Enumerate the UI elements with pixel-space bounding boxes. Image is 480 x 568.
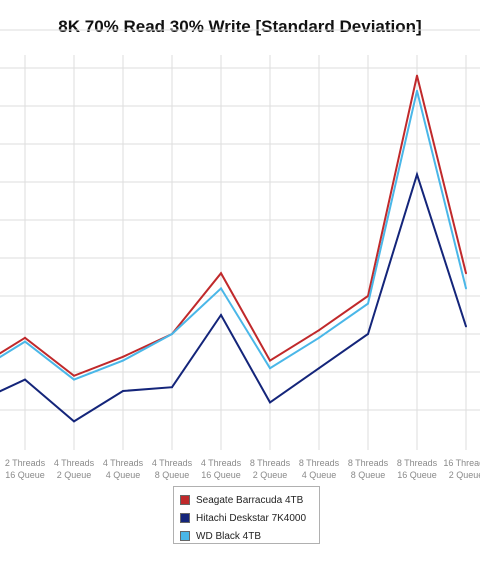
legend-swatch — [180, 513, 190, 523]
x-tick-label: 8 Threads 8 Queue — [348, 458, 389, 480]
chart-series — [0, 74, 467, 423]
data-point — [416, 89, 418, 92]
data-point — [465, 272, 467, 275]
legend-swatch — [180, 531, 190, 541]
legend-label: WD Black 4TB — [196, 530, 262, 542]
data-point — [318, 336, 320, 339]
legend-item: Hitachi Deskstar 7K4000 — [180, 509, 319, 527]
chart-grid — [0, 29, 480, 450]
x-tick-label: 4 Threads 8 Queue — [152, 458, 193, 480]
x-tick-label: 8 Threads 4 Queue — [299, 458, 340, 480]
legend-item: Seagate Barracuda 4TB — [180, 491, 319, 509]
data-point — [269, 359, 271, 362]
data-point — [269, 401, 271, 404]
data-point — [367, 302, 369, 305]
x-tick-label: 8 Threads 2 Queue — [250, 458, 291, 480]
data-point — [220, 314, 222, 316]
x-tick-label: 4 Threads 2 Queue — [54, 458, 95, 480]
x-tick-label: 2 Threads 16 Queue — [5, 458, 46, 480]
data-point — [465, 325, 467, 328]
data-point — [73, 374, 75, 377]
legend-item: WD Black 4TB — [180, 527, 319, 545]
legend-label: Hitachi Deskstar 7K4000 — [196, 512, 307, 524]
chart-legend: Seagate Barracuda 4TB Hitachi Deskstar 7K… — [173, 486, 320, 544]
series-line-2 — [0, 171, 467, 423]
data-point — [220, 272, 222, 275]
data-point — [73, 378, 75, 381]
data-point — [24, 336, 26, 339]
data-point — [367, 295, 369, 297]
x-tick-label: 4 Threads 16 Queue — [201, 458, 242, 480]
x-tick-label: 8 Threads 16 Queue — [397, 458, 438, 480]
data-point — [465, 287, 467, 290]
data-point — [367, 333, 369, 335]
data-point — [318, 329, 320, 332]
series-line-1 — [0, 75, 467, 377]
data-point — [269, 367, 271, 370]
chart-title: 8K 70% Read 30% Write [Standard Deviatio… — [58, 17, 422, 36]
data-point — [318, 367, 320, 370]
x-tick-label: 4 Threads 4 Queue — [103, 458, 144, 480]
data-point — [416, 173, 418, 176]
data-point — [73, 420, 75, 423]
data-point — [416, 74, 418, 77]
data-point — [171, 386, 173, 389]
data-point — [122, 355, 124, 358]
legend-swatch — [180, 495, 190, 505]
data-point — [122, 390, 124, 392]
data-point — [122, 359, 124, 362]
data-point — [220, 287, 222, 290]
legend-label: Seagate Barracuda 4TB — [196, 494, 304, 506]
data-point — [24, 340, 26, 343]
data-point — [24, 378, 26, 381]
data-point — [171, 333, 173, 335]
